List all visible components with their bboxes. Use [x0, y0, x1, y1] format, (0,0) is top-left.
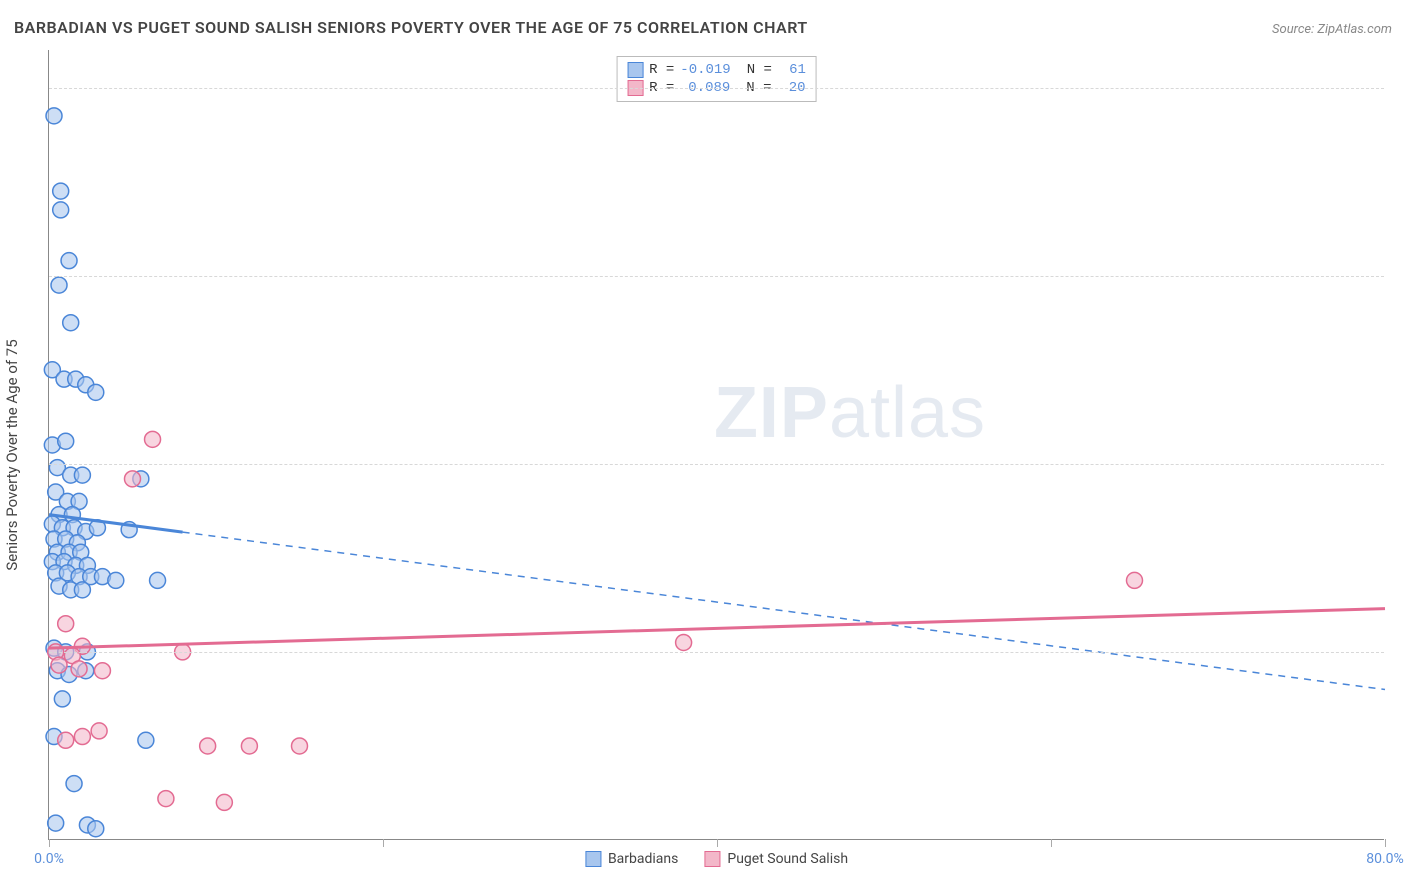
x-tick: [383, 839, 384, 847]
series-legend-item: Puget Sound Salish: [704, 851, 848, 867]
source-attribution: Source: ZipAtlas.com: [1272, 22, 1392, 37]
data-point: [61, 253, 77, 269]
n-label: N =: [747, 62, 772, 78]
plot-area: ZIPatlas R =-0.019N =61R =0.089N =20 Bar…: [48, 50, 1384, 840]
series-legend-label: Puget Sound Salish: [727, 851, 848, 867]
y-axis-label: Seniors Poverty Over the Age of 75: [3, 339, 21, 570]
data-point: [46, 108, 62, 124]
data-point: [58, 616, 74, 632]
gridline: [49, 464, 1384, 465]
series-legend-label: Barbadians: [608, 851, 678, 867]
legend-swatch: [627, 62, 643, 78]
series-legend: Barbadians Puget Sound Salish: [585, 851, 848, 867]
data-point: [91, 723, 107, 739]
legend-swatch: [585, 851, 601, 867]
r-label: R =: [649, 62, 674, 78]
data-point: [200, 738, 216, 754]
y-tick-label: 30.0%: [1389, 268, 1406, 284]
stats-legend-row: R = -0.019 N = 61: [627, 61, 806, 79]
series-legend-item: Barbadians: [585, 851, 678, 867]
x-tick-label: 0.0%: [34, 851, 64, 867]
data-point: [1127, 572, 1143, 588]
y-tick-label: 10.0%: [1389, 644, 1406, 660]
x-tick: [1385, 839, 1386, 847]
data-point: [216, 794, 232, 810]
data-point: [88, 821, 104, 837]
data-point: [71, 661, 87, 677]
data-point: [54, 691, 70, 707]
data-point: [48, 815, 64, 831]
data-point: [58, 433, 74, 449]
data-point: [51, 657, 67, 673]
data-point: [88, 384, 104, 400]
trend-line-solid: [49, 609, 1385, 649]
data-point: [53, 202, 69, 218]
gridline: [49, 88, 1384, 89]
gridline: [49, 652, 1384, 653]
x-tick-label: 80.0%: [1366, 851, 1404, 867]
data-point: [150, 572, 166, 588]
y-tick-label: 20.0%: [1389, 456, 1406, 472]
gridline: [49, 276, 1384, 277]
x-tick: [717, 839, 718, 847]
data-point: [63, 315, 79, 331]
data-point: [292, 738, 308, 754]
data-point: [241, 738, 257, 754]
r-value: -0.019: [680, 62, 730, 78]
n-value: 61: [778, 62, 806, 78]
data-point: [108, 572, 124, 588]
stats-legend: R =-0.019N =61R =0.089N =20: [616, 56, 817, 102]
scatter-svg: [49, 50, 1384, 839]
data-point: [138, 732, 154, 748]
data-point: [66, 776, 82, 792]
chart-title: BARBADIAN VS PUGET SOUND SALISH SENIORS …: [14, 18, 808, 37]
data-point: [51, 277, 67, 293]
data-point: [94, 663, 110, 679]
data-point: [145, 431, 161, 447]
data-point: [74, 582, 90, 598]
legend-swatch: [704, 851, 720, 867]
y-tick-label: 40.0%: [1389, 80, 1406, 96]
data-point: [58, 732, 74, 748]
data-point: [676, 635, 692, 651]
data-point: [74, 729, 90, 745]
data-point: [125, 471, 141, 487]
chart-header: BARBADIAN VS PUGET SOUND SALISH SENIORS …: [14, 18, 1392, 37]
x-tick: [49, 839, 50, 847]
x-tick: [1051, 839, 1052, 847]
trend-line-dashed: [183, 532, 1385, 689]
data-point: [53, 183, 69, 199]
data-point: [74, 467, 90, 483]
data-point: [158, 791, 174, 807]
